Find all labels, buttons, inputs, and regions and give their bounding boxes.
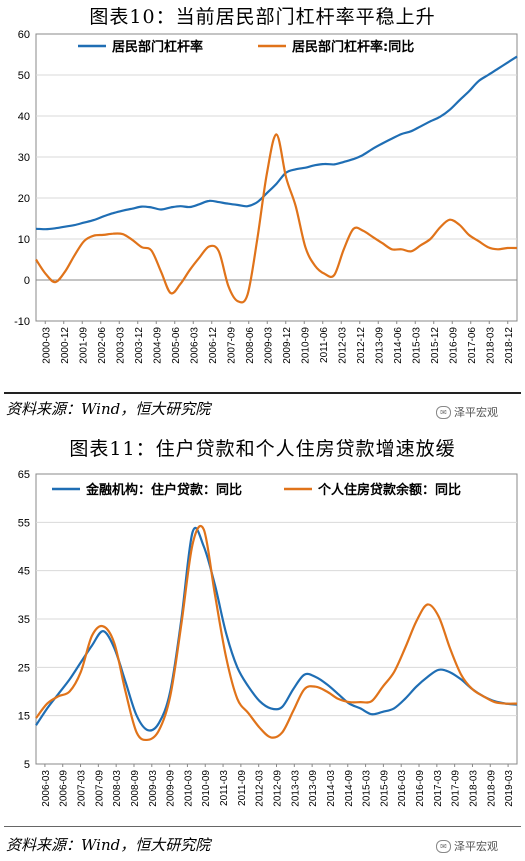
- x-tick-label: 2002-06: [97, 327, 108, 364]
- x-tick-label: 2003-12: [134, 327, 145, 364]
- x-tick-label: 2018-03: [468, 770, 479, 807]
- y-tick-label: 5: [24, 759, 30, 771]
- y-tick-label: 30: [18, 152, 30, 164]
- x-tick-label: 2011-03: [219, 770, 230, 806]
- x-tick-label: 2016-03: [397, 770, 408, 807]
- x-tick-label: 2018-12: [504, 327, 515, 364]
- x-tick-label: 2007-09: [226, 327, 237, 364]
- x-tick-label: 2005-06: [171, 327, 182, 364]
- y-tick-label: -10: [14, 316, 30, 328]
- wechat-icon: ✉: [436, 405, 451, 419]
- x-tick-label: 2014-03: [326, 770, 337, 807]
- series-line-1: [35, 133, 518, 304]
- x-tick-label: 2000-12: [60, 327, 71, 364]
- legend-label: 居民部门杠杆率: [112, 39, 203, 55]
- x-tick-label: 2018-03: [485, 327, 496, 364]
- x-tick-label: 2017-03: [433, 770, 444, 807]
- x-tick-label: 2009-03: [263, 327, 274, 364]
- y-tick-label: 15: [18, 711, 30, 723]
- y-tick-label: 55: [18, 517, 30, 529]
- x-tick-label: 2015-12: [430, 327, 441, 364]
- divider: [4, 826, 521, 827]
- x-tick-label: 2015-09: [379, 770, 390, 807]
- x-tick-label: 2004-09: [152, 327, 163, 364]
- y-tick-label: 40: [18, 111, 30, 123]
- y-tick-label: 25: [18, 662, 30, 674]
- source-note: 资料来源：Wind，恒大研究院: [6, 836, 211, 854]
- x-tick-label: 2008-09: [130, 770, 141, 807]
- figure-title: 图表11：住户贷款和个人住房贷款增速放缓: [69, 438, 456, 460]
- x-tick-label: 2011-09: [237, 770, 248, 806]
- figure-title: 图表10：当前居民部门杠杆率平稳上升: [89, 6, 436, 28]
- watermark-text: 泽平宏观: [454, 406, 498, 419]
- x-tick-label: 2018-09: [486, 770, 497, 807]
- x-tick-label: 2010-09: [201, 770, 212, 807]
- x-tick-label: 2006-03: [41, 770, 52, 807]
- housing-loan-line-chart: 5 15 25 35 45 55 65 2006-03 2006-09 2007-03 2007-0…: [18, 469, 518, 807]
- y-tick-label: 65: [18, 469, 30, 481]
- x-tick-label: 2019-03: [504, 770, 515, 807]
- legend-label: 金融机构：住户贷款：同比: [85, 482, 242, 498]
- y-tick-label: 60: [18, 29, 30, 41]
- wechat-icon: ✉: [436, 839, 451, 853]
- legend-label: 居民部门杠杆率:同比: [292, 39, 414, 55]
- x-tick-label: 2013-09: [374, 327, 385, 364]
- x-tick-label: 2007-03: [77, 770, 88, 807]
- legend-label: 个人住房贷款余额：同比: [317, 482, 461, 498]
- x-tick-label: 2006-03: [189, 327, 200, 364]
- x-tick-label: 2017-06: [467, 327, 478, 364]
- y-tick-label: 45: [18, 566, 30, 578]
- watermark: ✉ 泽平宏观: [436, 838, 498, 854]
- x-tick-label: 2007-09: [94, 770, 105, 807]
- y-tick-label: 0: [24, 275, 30, 287]
- x-tick-label: 2013-09: [308, 770, 319, 807]
- x-tick-label: 2017-09: [451, 770, 462, 807]
- plot-frame: [35, 33, 518, 322]
- x-tick-label: 2006-09: [59, 770, 70, 807]
- y-tick-label: 20: [18, 193, 30, 205]
- x-tick-label: 2000-03: [41, 327, 52, 364]
- x-tick-label: 2009-12: [282, 327, 293, 364]
- x-tick-label: 2012-12: [356, 327, 367, 364]
- x-tick-label: 2011-06: [319, 327, 330, 363]
- x-tick-label: 2006-12: [208, 327, 219, 364]
- watermark: ✉ 泽平宏观: [436, 404, 498, 420]
- x-tick-label: 2016-09: [448, 327, 459, 364]
- x-tick-label: 2003-03: [115, 327, 126, 364]
- x-tick-label: 2012-03: [337, 327, 348, 364]
- x-tick-label: 2015-03: [362, 770, 373, 807]
- watermark-text: 泽平宏观: [454, 840, 498, 853]
- x-tick-label: 2001-09: [78, 327, 89, 364]
- x-tick-label: 2014-09: [344, 770, 355, 807]
- x-tick-label: 2012-03: [255, 770, 266, 807]
- x-tick-label: 2016-09: [415, 770, 426, 807]
- x-tick-label: 2008-03: [112, 770, 123, 807]
- y-tick-label: 10: [18, 234, 30, 246]
- leverage-line-chart: -10 0 10 20 30 40 50 60 2000-03 2000-12 2001-09 200…: [14, 29, 518, 364]
- x-tick-label: 2009-03: [148, 770, 159, 807]
- y-tick-label: 35: [18, 614, 30, 626]
- x-tick-label: 2014-06: [393, 327, 404, 364]
- source-note: 资料来源：Wind，恒大研究院: [6, 400, 211, 418]
- series-line-1: [35, 524, 518, 742]
- series-line-0: [35, 55, 518, 231]
- x-tick-label: 2009-09: [166, 770, 177, 807]
- divider: [4, 392, 521, 394]
- x-tick-label: 2010-03: [183, 770, 194, 807]
- x-tick-label: 2008-06: [245, 327, 256, 364]
- x-tick-label: 2013-03: [290, 770, 301, 807]
- x-tick-label: 2010-09: [300, 327, 311, 364]
- y-tick-label: 50: [18, 70, 30, 82]
- x-tick-label: 2012-09: [273, 770, 284, 807]
- x-tick-label: 2015-03: [411, 327, 422, 364]
